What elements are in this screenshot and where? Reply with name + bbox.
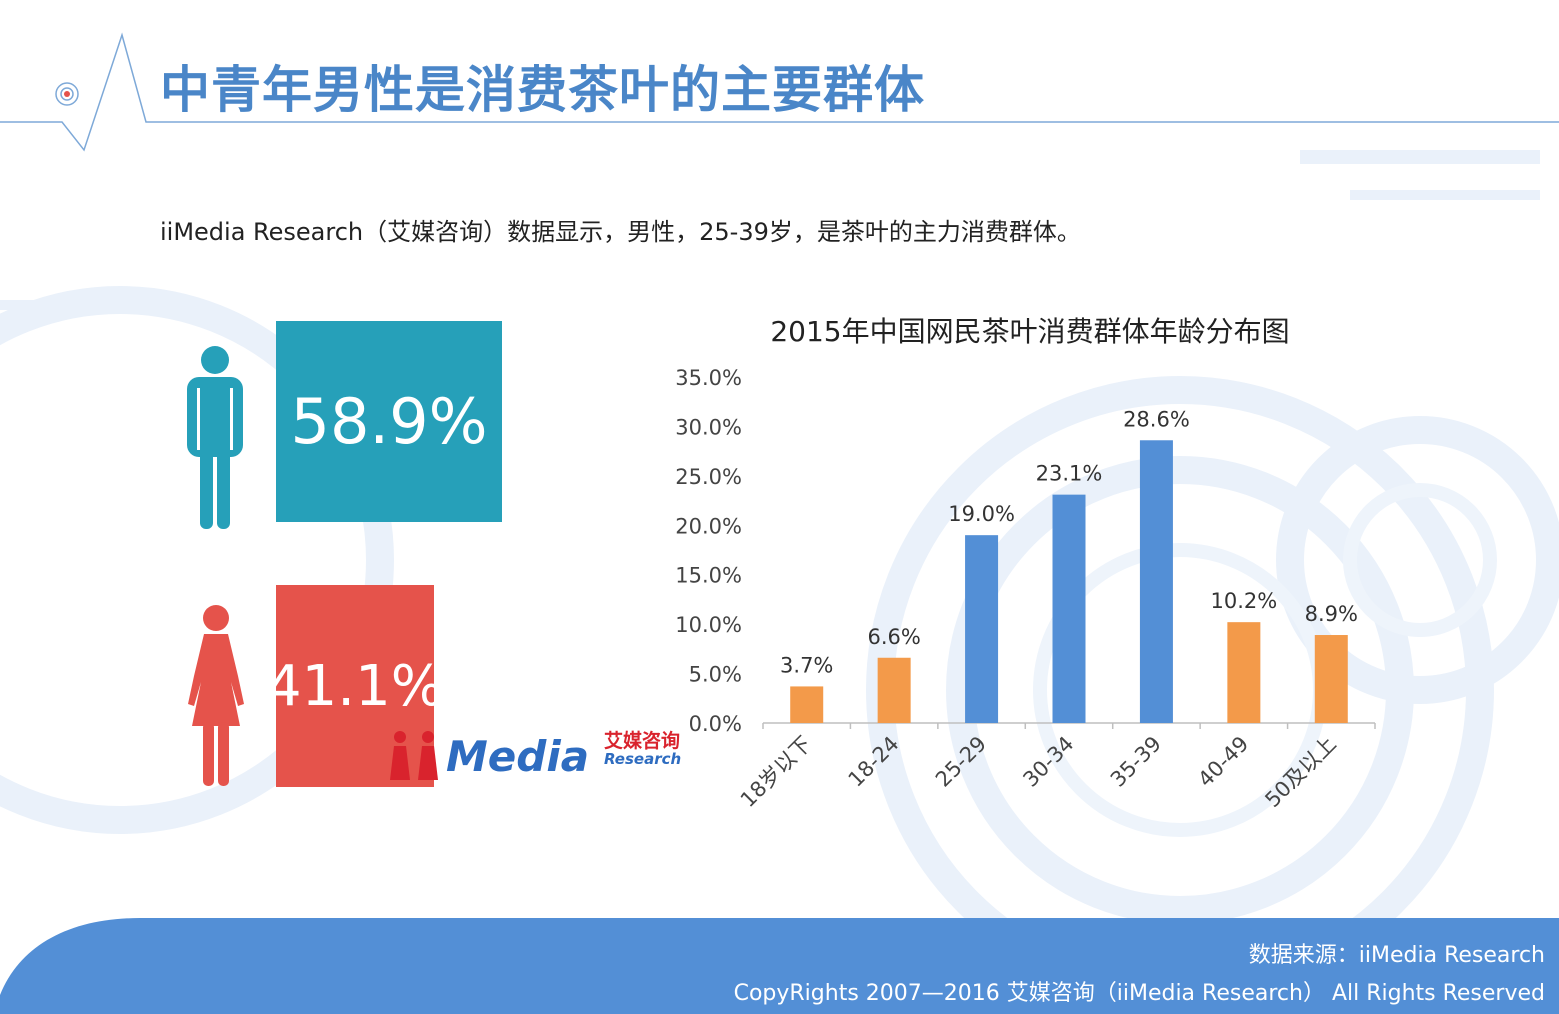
page-title: 中青年男性是消费茶叶的主要群体: [160, 61, 925, 119]
y-tick-label: 35.0%: [675, 366, 742, 390]
subtitle-text: iiMedia Research（艾媒咨询）数据显示，男性，25-39岁，是茶叶…: [160, 218, 1081, 246]
data-label: 6.6%: [867, 625, 920, 649]
logo-chinese: 艾媒咨询: [604, 730, 681, 752]
bar: [790, 686, 824, 723]
copyright: CopyRights 2007—2016 艾媒咨询（iiMedia Resear…: [733, 981, 1545, 1006]
y-tick-label: 10.0%: [675, 613, 742, 637]
data-label: 10.2%: [1210, 589, 1277, 613]
y-tick-label: 25.0%: [675, 465, 742, 489]
bar: [1052, 494, 1086, 723]
data-label: 19.0%: [948, 502, 1015, 526]
data-label: 3.7%: [780, 653, 833, 677]
x-tick-label: 18岁以下: [736, 732, 816, 812]
header-decoration: [0, 32, 1559, 152]
female-percentage-box: 41.1%: [266, 585, 444, 787]
y-tick-label: 0.0%: [689, 712, 742, 736]
x-tick-label: 35-39: [1106, 732, 1166, 792]
age-distribution-bar-chart: 0.0% 5.0% 10.0% 15.0% 20.0% 25.0% 30.0% 35.0% 3.…: [675, 366, 1376, 812]
male-percentage: 58.9%: [290, 385, 488, 458]
y-tick-label: 30.0%: [675, 415, 742, 439]
signal-icon: [55, 82, 79, 106]
iimedia-logo: Media 艾媒咨询 Research: [388, 726, 693, 784]
x-tick-label: 30-34: [1018, 732, 1078, 792]
logo-english: Research: [604, 750, 682, 768]
bar: [1227, 622, 1261, 723]
footer-band: [0, 918, 1559, 1014]
bar: [965, 535, 999, 723]
logo-i-glyph: [418, 731, 438, 780]
x-tick-label: 18-24: [844, 732, 904, 792]
bar: [1314, 635, 1348, 723]
x-tick-label: 40-49: [1193, 732, 1253, 792]
logo-i-glyph: [390, 731, 410, 780]
data-label: 28.6%: [1123, 407, 1190, 431]
data-label: 23.1%: [1036, 462, 1103, 486]
male-percentage-box: 58.9%: [276, 321, 502, 522]
female-person-icon: [188, 605, 244, 786]
x-tick-label: 50及以上: [1260, 732, 1340, 812]
y-tick-label: 15.0%: [675, 564, 742, 588]
y-tick-label: 5.0%: [689, 663, 742, 687]
x-tick-label: 25-29: [931, 732, 991, 792]
bar: [877, 657, 911, 723]
chart-title: 2015年中国网民茶叶消费群体年龄分布图: [770, 315, 1290, 348]
data-source: 数据来源：iiMedia Research: [1248, 943, 1545, 968]
bar: [1139, 440, 1173, 723]
male-person-icon: [187, 346, 243, 529]
logo-brand: Media: [446, 732, 590, 781]
y-tick-label: 20.0%: [675, 514, 742, 538]
female-percentage: 41.1%: [266, 653, 444, 719]
data-label: 8.9%: [1305, 602, 1358, 626]
